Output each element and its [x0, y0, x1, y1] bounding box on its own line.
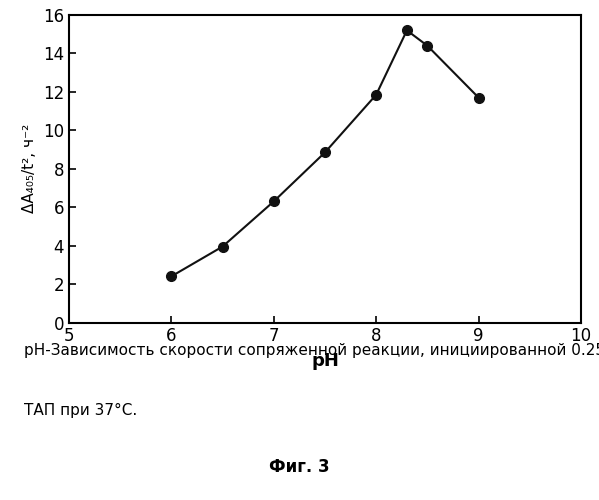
- Text: ТАП при 37°C.: ТАП при 37°C.: [24, 402, 137, 417]
- Y-axis label: ΔA₄₀₅/t², ч⁻²: ΔA₄₀₅/t², ч⁻²: [22, 124, 37, 214]
- Text: pH-Зависимость скорости сопряженной реакции, инициированной 0.25 МЕ/мл: pH-Зависимость скорости сопряженной реак…: [24, 342, 599, 357]
- X-axis label: pH: pH: [311, 352, 339, 370]
- Text: Фиг. 3: Фиг. 3: [269, 458, 330, 475]
